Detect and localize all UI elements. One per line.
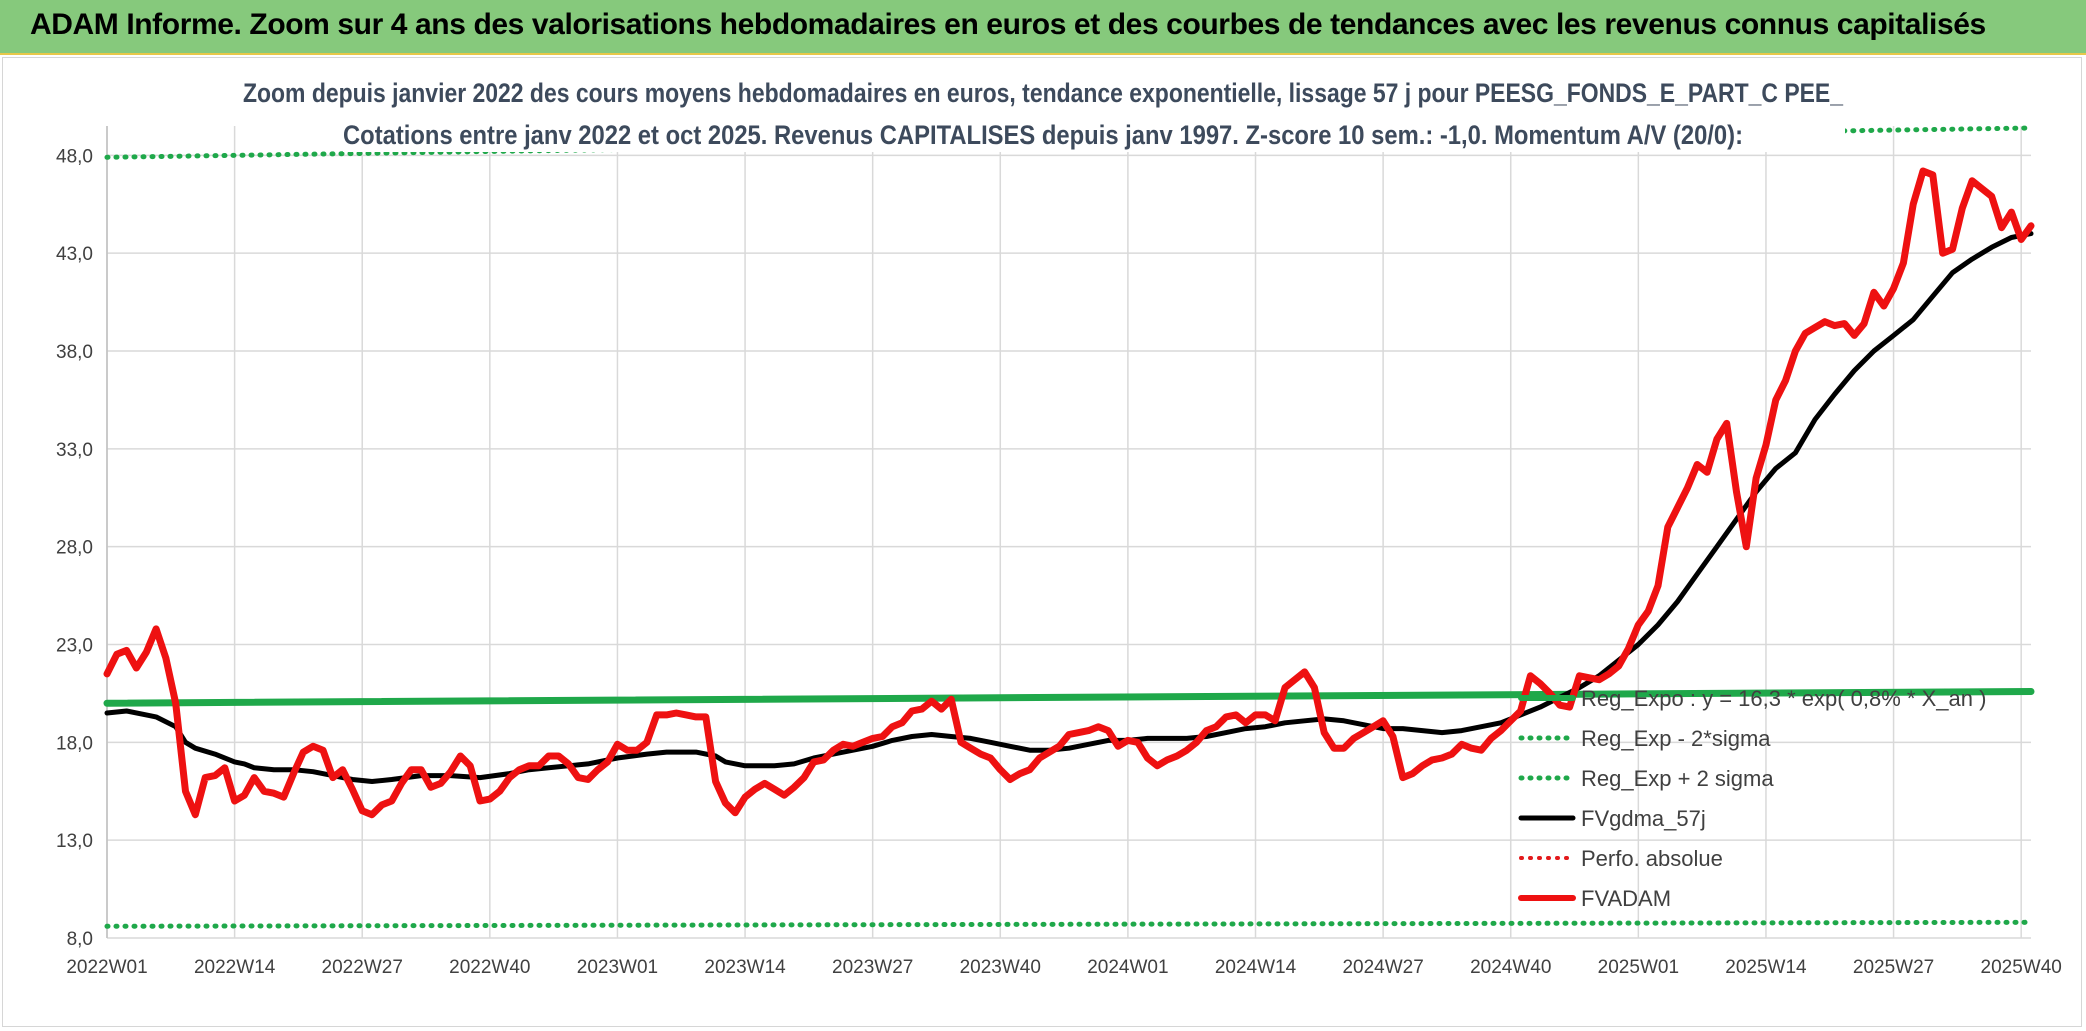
legend-label-fvadam: FVADAM (1581, 886, 1671, 911)
y-tick-label: 23,0 (56, 636, 93, 657)
x-tick-label: 2023W01 (577, 957, 658, 978)
chart-area: Zoom depuis janvier 2022 des cours moyen… (2, 57, 2082, 1027)
y-tick-label: 33,0 (56, 440, 93, 461)
line-chart: Zoom depuis janvier 2022 des cours moyen… (56, 72, 2062, 978)
legend-label-reg-expo: Reg_Expo : y = 16,3 * exp( 0,8% * X_an ) (1581, 686, 1986, 711)
x-tick-label: 2025W27 (1853, 957, 1934, 978)
y-tick-label: 8,0 (67, 929, 93, 950)
x-tick-label: 2025W40 (1981, 957, 2062, 978)
y-tick-label: 43,0 (56, 244, 93, 265)
x-tick-label: 2024W27 (1342, 957, 1423, 978)
legend: Reg_Expo : y = 16,3 * exp( 0,8% * X_an )… (1518, 686, 1986, 911)
x-tick-label: 2025W01 (1598, 957, 1679, 978)
series-fvadam (103, 167, 2035, 819)
x-tick-label: 2023W40 (960, 957, 1041, 978)
x-tick-label: 2024W14 (1215, 957, 1297, 978)
x-tick-label: 2022W14 (194, 957, 276, 978)
x-tick-label: 2022W40 (449, 957, 530, 978)
chart-title-background (231, 72, 1851, 112)
legend-label-minus2sigma: Reg_Exp - 2*sigma (1581, 726, 1771, 751)
y-tick-label: 28,0 (56, 538, 93, 559)
grid-lines (106, 126, 2031, 939)
x-tick-label: 2024W40 (1470, 957, 1551, 978)
report-title: ADAM Informe. Zoom sur 4 ans des valoris… (30, 8, 1986, 41)
series-reg-expo (103, 688, 2035, 707)
x-axis: 2022W01 2022W14 2022W27 2022W40 2023W01 2023W… (66, 957, 2062, 978)
report-banner: ADAM Informe. Zoom sur 4 ans des valoris… (0, 0, 2086, 55)
chart-title: Zoom depuis janvier 2022 des cours moyen… (243, 78, 1844, 108)
y-tick-label: 38,0 (56, 342, 93, 363)
series-minus2sigma (104, 919, 2034, 929)
x-tick-label: 2025W14 (1725, 957, 1807, 978)
legend-label-fvgdma: FVgdma_57j (1581, 806, 1706, 831)
series-fvgdma (104, 231, 2034, 784)
chart-subtitle-background (343, 114, 1845, 152)
x-tick-label: 2022W01 (66, 957, 147, 978)
x-tick-label: 2023W27 (832, 957, 913, 978)
chart-subtitle: Cotations entre janv 2022 et oct 2025. R… (343, 120, 1743, 150)
x-tick-label: 2024W01 (1087, 957, 1168, 978)
legend-label-plus2sigma: Reg_Exp + 2 sigma (1581, 766, 1774, 791)
legend-label-perfo: Perfo. absolue (1581, 846, 1723, 871)
y-tick-label: 13,0 (56, 831, 93, 852)
y-tick-label: 48,0 (56, 146, 93, 167)
series-layer (103, 125, 2035, 929)
y-tick-label: 18,0 (56, 733, 93, 754)
y-axis: 8,0 13,0 18,0 23,0 28,0 33,0 38,0 43,0 48,0 (56, 146, 93, 950)
x-tick-label: 2022W27 (322, 957, 403, 978)
x-tick-label: 2023W14 (704, 957, 786, 978)
